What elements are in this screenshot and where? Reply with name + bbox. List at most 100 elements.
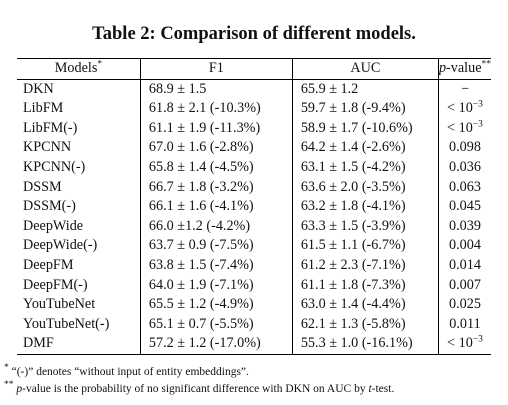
cell-pvalue: 0.011 <box>438 315 491 335</box>
table-caption: Table 2: Comparison of different models. <box>92 24 416 44</box>
footnote-2-end: -test. <box>371 383 395 395</box>
cell-auc: 58.9 ± 1.7 (-10.6%) <box>292 118 439 139</box>
cell-f1: 63.7 ± 0.9 (-7.5%) <box>140 236 293 256</box>
table-row: LibFM(-) 61.1 ± 1.9 (-11.3%) 58.9 ± 1.7 (-… <box>17 118 491 139</box>
cell-pvalue: 0.025 <box>438 295 491 315</box>
table-row: DKN 68.9 ± 1.5 65.9 ± 1.2 − <box>17 79 491 100</box>
cell-pvalue: 0.004 <box>438 236 491 256</box>
comparison-table: Models* F1 AUC p-value** DKN 68.9 ± 1.5 65… <box>17 58 491 355</box>
cell-model: DeepWide <box>17 216 141 237</box>
header-models-footnote-mark: * <box>97 59 103 70</box>
cell-pvalue: 0.036 <box>438 158 491 178</box>
header-auc: AUC <box>292 58 439 80</box>
cell-f1: 65.5 ± 1.2 (-4.9%) <box>140 295 293 315</box>
table-row: KPCNN 67.0 ± 1.6 (-2.8%) 64.2 ± 1.4 (-2.6%… <box>17 138 491 158</box>
cell-auc: 65.9 ± 1.2 <box>292 79 439 100</box>
cell-pvalue: < 10−3 <box>438 334 491 354</box>
cell-pvalue-base: < 10 <box>447 119 473 136</box>
cell-auc: 64.2 ± 1.4 (-2.6%) <box>292 138 439 158</box>
cell-model: DeepFM <box>17 255 141 276</box>
table-row: LibFM 61.8 ± 2.1 (-10.3%) 59.7 ± 1.8 (-9.4… <box>17 99 491 119</box>
cell-model: YouTubeNet(-) <box>17 314 141 335</box>
cell-f1: 63.8 ± 1.5 (-7.4%) <box>140 255 293 276</box>
cell-pvalue: 0.039 <box>438 217 491 237</box>
cell-auc: 63.2 ± 1.8 (-4.1%) <box>292 197 439 217</box>
cell-model: LibFM(-) <box>17 118 141 139</box>
table-row: DeepWide(-) 63.7 ± 0.9 (-7.5%) 61.5 ± 1.1 … <box>17 236 491 256</box>
cell-pvalue: 0.014 <box>438 256 491 276</box>
cell-pvalue-base: 0.025 <box>449 296 481 313</box>
table-row: DeepFM 63.8 ± 1.5 (-7.4%) 61.2 ± 2.3 (-7.1… <box>17 255 491 276</box>
cell-f1: 65.8 ± 1.4 (-4.5%) <box>140 157 293 178</box>
cell-pvalue: 0.063 <box>438 178 491 198</box>
cell-auc: 61.5 ± 1.1 (-6.7%) <box>292 236 439 256</box>
footnote-1: * “(-)” denotes “without input of entity… <box>4 363 394 381</box>
cell-model: YouTubeNet <box>17 295 141 315</box>
cell-pvalue-base: 0.039 <box>449 217 481 234</box>
cell-f1: 67.0 ± 1.6 (-2.8%) <box>140 138 293 158</box>
cell-auc: 62.1 ± 1.3 (-5.8%) <box>292 314 439 335</box>
cell-pvalue-base: 0.045 <box>449 198 481 215</box>
cell-f1: 66.1 ± 1.6 (-4.1%) <box>140 197 293 217</box>
cell-f1: 61.8 ± 2.1 (-10.3%) <box>140 99 293 119</box>
cell-model: DeepWide(-) <box>17 236 141 256</box>
table-row: DSSM 66.7 ± 1.8 (-3.2%) 63.6 ± 2.0 (-3.5%)… <box>17 177 491 198</box>
cell-model: KPCNN(-) <box>17 157 141 178</box>
cell-f1: 66.7 ± 1.8 (-3.2%) <box>140 177 293 198</box>
cell-pvalue-base: 0.007 <box>449 276 481 293</box>
cell-pvalue: < 10−3 <box>438 99 491 119</box>
cell-pvalue-base: < 10 <box>447 335 473 352</box>
table-header-row: Models* F1 AUC p-value** <box>17 58 491 80</box>
footnote-2-mark: ** <box>4 380 14 391</box>
header-models: Models* <box>17 58 141 80</box>
cell-auc: 61.1 ± 1.8 (-7.3%) <box>292 275 439 296</box>
cell-auc: 59.7 ± 1.8 (-9.4%) <box>292 99 439 119</box>
cell-pvalue-base: 0.004 <box>449 237 481 254</box>
cell-pvalue-base: 0.014 <box>449 256 481 273</box>
table-row: YouTubeNet(-) 65.1 ± 0.7 (-5.5%) 62.1 ± 1.… <box>17 314 491 335</box>
cell-model: DSSM(-) <box>17 197 141 217</box>
cell-auc: 63.0 ± 1.4 (-4.4%) <box>292 295 439 315</box>
cell-auc: 63.3 ± 1.5 (-3.9%) <box>292 216 439 237</box>
header-pvalue-footnote-mark: ** <box>481 59 492 70</box>
table-row: DeepFM(-) 64.0 ± 1.9 (-7.1%) 61.1 ± 1.8 (-… <box>17 275 491 296</box>
cell-f1: 66.0 ±1.2 (-4.2%) <box>140 216 293 237</box>
cell-pvalue: < 10−3 <box>438 119 491 139</box>
cell-pvalue: 0.098 <box>438 138 491 158</box>
table-row: DMF 57.2 ± 1.2 (-17.0%) 55.3 ± 1.0 (-16.1%… <box>17 334 491 355</box>
footnote-1-mark: * <box>4 363 9 374</box>
cell-pvalue-base: < 10 <box>447 100 473 117</box>
table-row: DeepWide 66.0 ±1.2 (-4.2%) 63.3 ± 1.5 (-3.… <box>17 216 491 237</box>
cell-f1: 65.1 ± 0.7 (-5.5%) <box>140 314 293 335</box>
header-pvalue-p: p <box>438 60 447 76</box>
cell-model: DSSM <box>17 177 141 198</box>
cell-pvalue: − <box>438 79 491 99</box>
cell-f1: 68.9 ± 1.5 <box>140 79 293 100</box>
header-f1: F1 <box>140 58 293 80</box>
cell-pvalue-base: 0.011 <box>449 315 481 332</box>
cell-auc: 61.2 ± 2.3 (-7.1%) <box>292 255 439 276</box>
cell-pvalue-exponent: −3 <box>472 334 483 345</box>
footnote-2-p: p <box>16 383 23 395</box>
cell-auc: 63.1 ± 1.5 (-4.2%) <box>292 157 439 178</box>
cell-auc: 63.6 ± 2.0 (-3.5%) <box>292 177 439 198</box>
footnote-2-text: -value is the probability of no signific… <box>22 383 369 395</box>
table-row: DSSM(-) 66.1 ± 1.6 (-4.1%) 63.2 ± 1.8 (-4.… <box>17 197 491 217</box>
cell-pvalue: 0.045 <box>438 197 491 217</box>
cell-model: LibFM <box>17 99 141 119</box>
table-row: KPCNN(-) 65.8 ± 1.4 (-4.5%) 63.1 ± 1.5 (-4… <box>17 157 491 178</box>
table-row: YouTubeNet 65.5 ± 1.2 (-4.9%) 63.0 ± 1.4 (… <box>17 295 491 315</box>
cell-pvalue-base: 0.063 <box>449 178 481 195</box>
header-pvalue: p-value** <box>438 59 491 80</box>
cell-model: DMF <box>17 334 141 355</box>
cell-pvalue-base: 0.098 <box>449 139 481 156</box>
footnote-2-t: t <box>368 383 372 395</box>
cell-pvalue-base: − <box>460 80 469 97</box>
footnote-2: ** p-value is the probability of no sign… <box>4 380 395 398</box>
cell-f1: 64.0 ± 1.9 (-7.1%) <box>140 275 293 296</box>
cell-pvalue-exponent: −3 <box>472 99 483 110</box>
cell-f1: 61.1 ± 1.9 (-11.3%) <box>140 118 293 139</box>
header-models-label: Models <box>54 60 98 76</box>
header-pvalue-rest: -value <box>446 60 482 76</box>
